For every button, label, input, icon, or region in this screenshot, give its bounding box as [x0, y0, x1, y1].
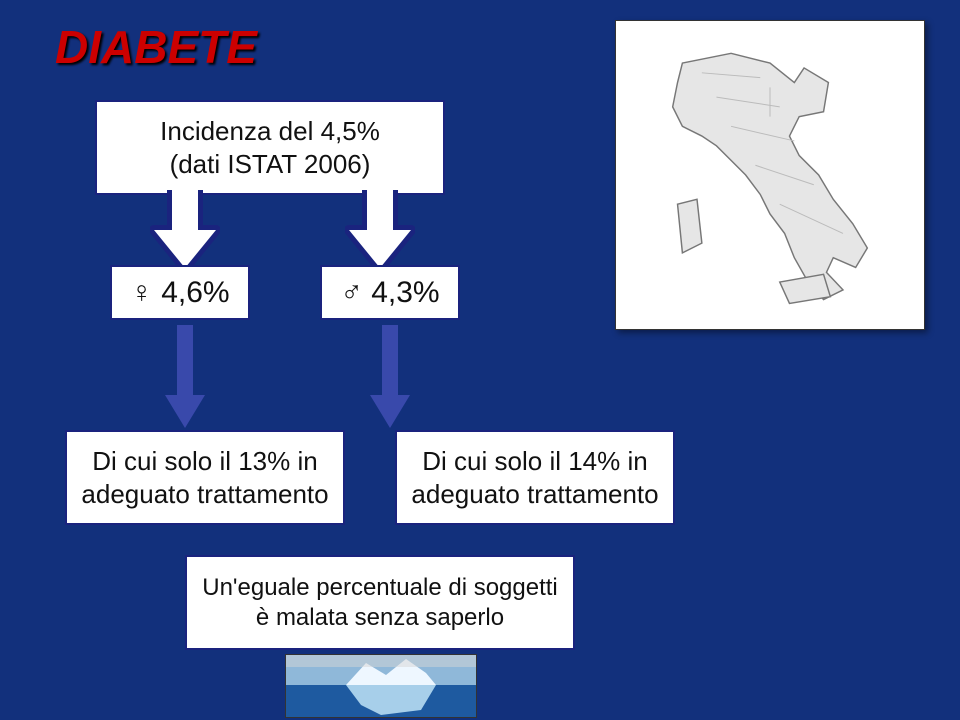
female-value: 4,6%	[161, 274, 229, 312]
incidence-line1: Incidenza del 4,5%	[160, 115, 380, 148]
treatment-right-box: Di cui solo il 14% in adeguato trattamen…	[395, 430, 675, 525]
iceberg-image	[285, 654, 477, 718]
arrow-to-treatment-left	[165, 325, 205, 435]
female-stat-box: ♀ 4,6%	[110, 265, 250, 320]
treatment-left-box: Di cui solo il 13% in adeguato trattamen…	[65, 430, 345, 525]
incidence-line2: (dati ISTAT 2006)	[170, 148, 371, 181]
male-symbol: ♂	[340, 274, 363, 312]
bottom-box: Un'eguale percentuale di soggetti è mala…	[185, 555, 575, 650]
arrow-to-treatment-right	[370, 325, 410, 435]
arrow-to-female	[150, 190, 220, 270]
male-value: 4,3%	[371, 274, 439, 312]
incidence-box: Incidenza del 4,5% (dati ISTAT 2006)	[95, 100, 445, 195]
female-symbol: ♀	[130, 274, 153, 312]
page-title: DIABETE	[55, 20, 257, 74]
male-stat-box: ♂ 4,3%	[320, 265, 460, 320]
arrow-to-male	[345, 190, 415, 270]
italy-map	[615, 20, 925, 330]
